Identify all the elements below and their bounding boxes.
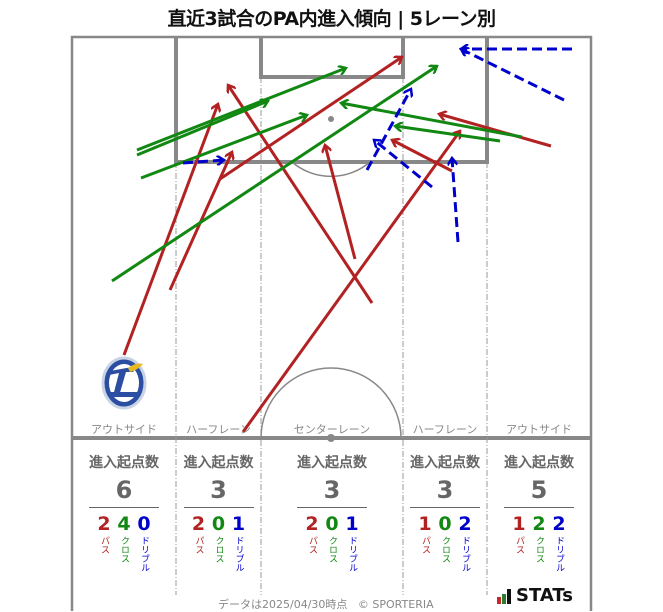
bar-icon-red: [497, 597, 501, 604]
stats-total: 3: [323, 476, 341, 504]
stats-header: 進入起点数: [410, 455, 480, 471]
cross-count: 0: [438, 513, 452, 535]
dribble-arrows: [182, 49, 572, 243]
pass-count: 2: [97, 513, 111, 535]
dribble-count: 0: [137, 513, 151, 535]
lane-stats-left-half: 進入起点数 3 2 パス 0 クロス 1 ドリブル: [176, 452, 261, 572]
stats-header: 進入起点数: [504, 455, 574, 471]
penalty-arc: [291, 161, 371, 178]
stats-total: 5: [530, 476, 548, 504]
cross-label: クロス: [534, 536, 544, 563]
stats-header: 進入起点数: [89, 455, 159, 471]
center-spot: [327, 434, 335, 442]
dribble-count: 1: [345, 513, 359, 535]
chart-title: 直近3試合のPA内進入傾向 | 5レーン別: [167, 8, 496, 30]
pass-label: パス: [307, 536, 317, 554]
cross-count: 4: [117, 513, 131, 535]
lane-dividers: [175, 77, 488, 595]
stats-divider: [504, 507, 574, 508]
pass-count: 1: [418, 513, 432, 535]
team-logo-icon: [101, 356, 147, 410]
cross-label: クロス: [119, 536, 129, 563]
cross-count: 0: [211, 513, 226, 535]
copyright: © SPORTERIA: [357, 598, 434, 611]
dribble-count: 2: [458, 513, 472, 535]
dribble-label: ドリブル: [460, 536, 470, 572]
pass-arrows: [122, 57, 552, 433]
brand-text: STATs: [516, 585, 573, 606]
stats-brand-logo: STATs: [497, 585, 573, 606]
pass-count: 1: [512, 513, 526, 535]
dribble-label: ドリブル: [233, 536, 244, 572]
pass-label: パス: [99, 536, 109, 554]
penalty-area: [174, 37, 489, 164]
data-asof: データは2025/04/30時点: [218, 598, 348, 611]
stats-header: 進入起点数: [183, 455, 254, 471]
stats-total: 3: [210, 476, 227, 504]
lane-stats-right-outside: 進入起点数 5 1 パス 2 クロス 2 ドリブル: [487, 452, 591, 572]
lane-label-left-half: ハーフレーン: [186, 423, 251, 436]
cross-label: クロス: [440, 536, 450, 563]
stats-divider: [183, 507, 254, 508]
pass-label: パス: [420, 536, 430, 554]
cross-count: 0: [325, 513, 339, 535]
stats-divider: [297, 507, 367, 508]
dribble-count: 1: [231, 513, 246, 535]
stats-header: 進入起点数: [297, 455, 367, 471]
dribble-count: 2: [552, 513, 566, 535]
pass-count: 2: [305, 513, 319, 535]
lane-label-right-half: ハーフレーン: [412, 423, 478, 436]
stats-total: 6: [115, 476, 133, 504]
pass-count: 2: [191, 513, 206, 535]
lane-stats-left-outside: 進入起点数 6 2 パス 4 クロス 0 ドリブル: [72, 452, 176, 572]
bar-icon-black: [507, 589, 511, 604]
penalty-spot: [328, 116, 334, 122]
dribble-label: ドリブル: [139, 536, 149, 572]
bar-icon-green: [502, 594, 506, 604]
stats-divider: [410, 507, 480, 508]
lane-label-center: センターレーン: [293, 423, 371, 436]
dribble-label: ドリブル: [554, 536, 564, 572]
cross-count: 2: [532, 513, 546, 535]
center-circle: [260, 367, 402, 439]
pass-label: パス: [193, 536, 204, 554]
lane-stats-center: 進入起点数 3 2 パス 0 クロス 1 ドリブル: [261, 452, 403, 572]
dribble-label: ドリブル: [347, 536, 357, 572]
lane-stats-right-half: 進入起点数 3 1 パス 0 クロス 2 ドリブル: [403, 452, 487, 572]
stats-total: 3: [436, 476, 454, 504]
lane-label-right-outside: アウトサイド: [506, 423, 572, 436]
stats-divider: [89, 507, 159, 508]
cross-label: クロス: [327, 536, 337, 563]
pass-label: パス: [514, 536, 524, 554]
footer-note: データは2025/04/30時点 © SPORTERIA: [218, 596, 434, 612]
cross-label: クロス: [213, 536, 224, 563]
pitch-boundary: [70, 35, 593, 611]
cross-arrows: [111, 66, 523, 283]
lane-label-left-outside: アウトサイド: [91, 423, 157, 436]
